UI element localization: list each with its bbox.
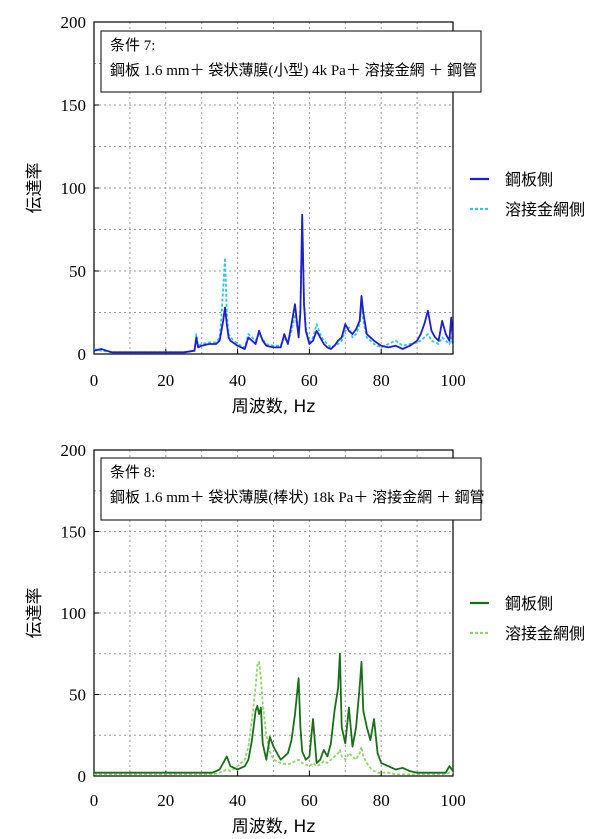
y-tick-label: 0 (78, 345, 87, 364)
y-tick-label: 200 (61, 441, 87, 460)
chart-panel-1: 0 50 100 150 200 0 20 40 60 80 100 周波数, Hz 伝達率 条件 7: 鋼… (25, 13, 585, 417)
x-tick-label: 40 (229, 371, 246, 390)
x-tick-label: 60 (301, 791, 318, 810)
annotation-box (100, 457, 482, 521)
series-line-1 (94, 213, 453, 354)
annotation-line: 鋼板 1.6 mm＋ 袋状薄膜(棒状) 18k Pa＋ 溶接金網 ＋ 鋼管 (110, 488, 485, 506)
y-tick-label: 50 (69, 262, 86, 281)
x-tick-label: 60 (301, 371, 318, 390)
y-tick-label: 150 (61, 523, 87, 542)
y-axis-label: 伝達率 (25, 588, 45, 639)
legend-label: 鋼板側 (505, 594, 553, 613)
y-tick-label: 0 (78, 767, 87, 786)
x-tick-label: 20 (157, 791, 174, 810)
y-axis-label: 伝達率 (25, 163, 45, 214)
legend-label: 溶接金網側 (505, 200, 585, 219)
x-tick-label: 80 (373, 791, 390, 810)
y-tick-label: 100 (61, 604, 87, 623)
x-axis-label: 周波数, Hz (232, 397, 316, 417)
x-tick-label: 100 (440, 371, 466, 390)
annotation-line: 条件 8: (110, 464, 155, 481)
x-tick-label: 20 (157, 371, 174, 390)
chart-panel-2: 0 50 100 150 200 0 20 40 60 80 100 周波数, Hz 伝達率 条件 8: 鋼… (25, 441, 585, 837)
y-tick-label: 200 (61, 13, 87, 32)
series-line-1 (94, 652, 453, 774)
y-tick-label: 50 (69, 686, 86, 705)
x-tick-label: 100 (440, 791, 466, 810)
annotation-line: 鋼板 1.6 mm＋ 袋状薄膜(小型) 4k Pa＋ 溶接金網 ＋ 鋼管 (110, 61, 477, 79)
x-tick-label: 80 (373, 371, 390, 390)
annotation-box (100, 30, 482, 93)
x-tick-label: 0 (90, 791, 99, 810)
x-axis-label: 周波数, Hz (232, 817, 316, 837)
y-tick-label: 150 (61, 96, 87, 115)
x-tick-label: 0 (90, 371, 99, 390)
legend-label: 鋼板側 (505, 170, 553, 189)
legend-label: 溶接金網側 (505, 624, 585, 643)
x-tick-label: 40 (229, 791, 246, 810)
annotation-line: 条件 7: (110, 37, 155, 54)
y-tick-label: 100 (61, 179, 87, 198)
series-line-2 (94, 661, 453, 776)
